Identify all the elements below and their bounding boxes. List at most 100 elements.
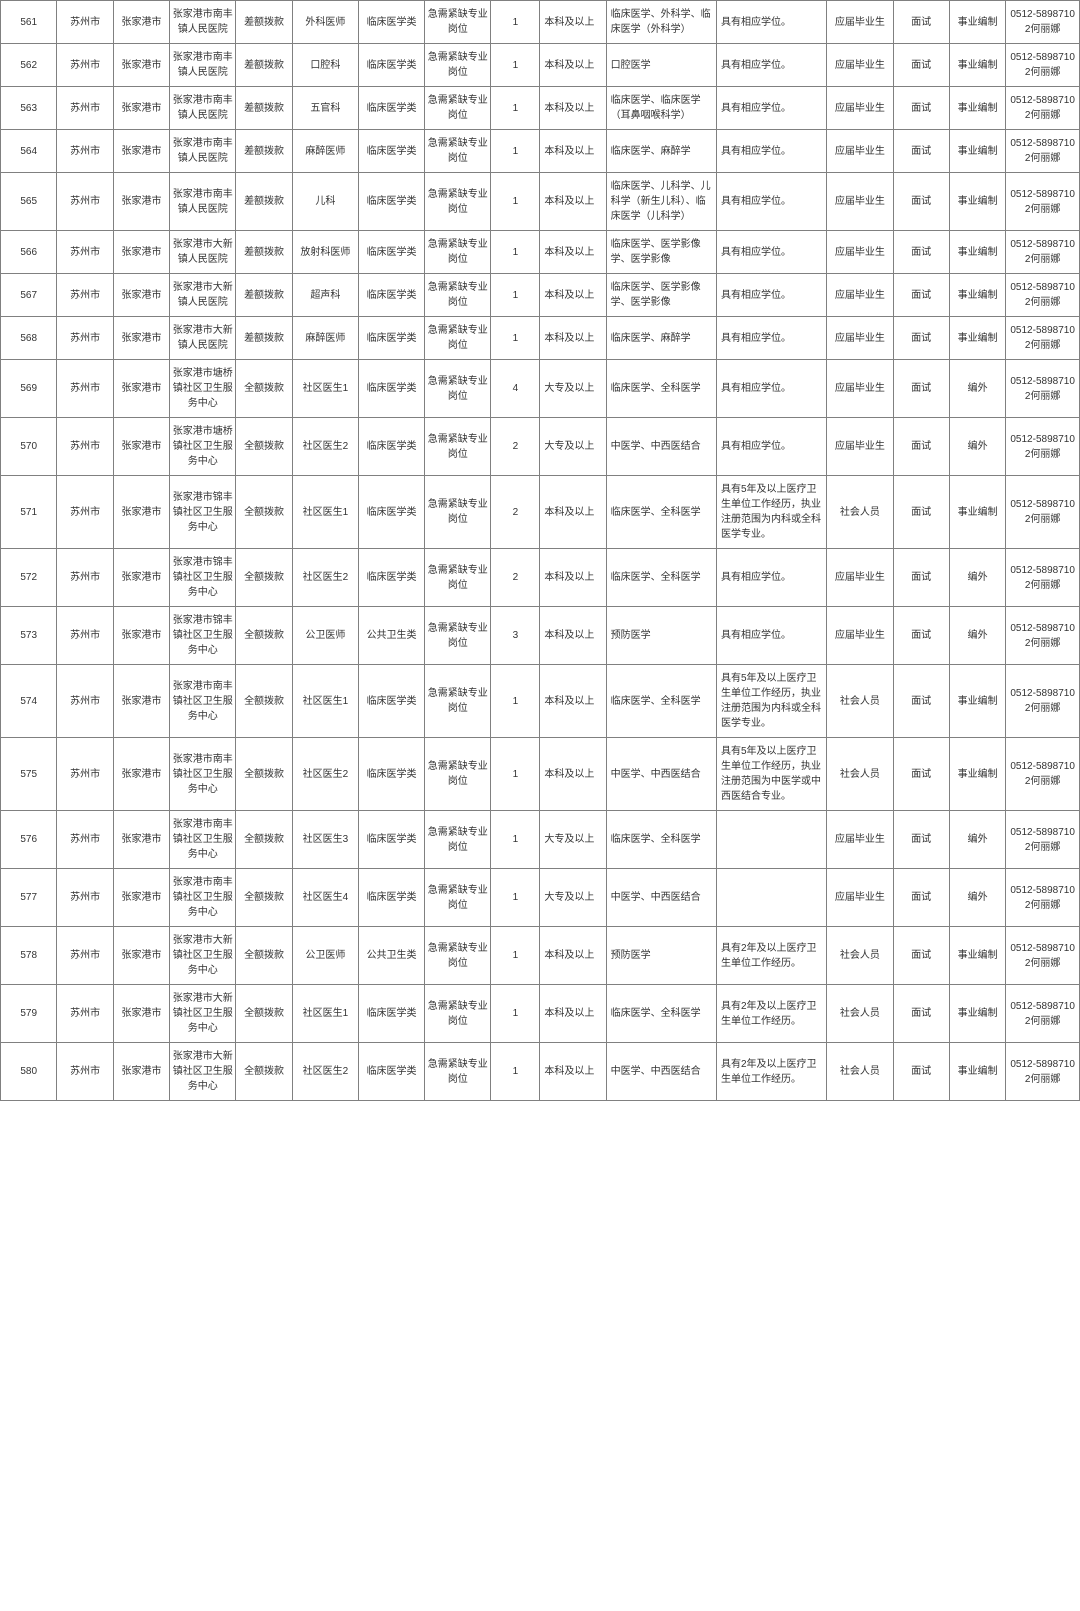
table-cell: 苏州市 <box>57 231 113 274</box>
table-cell: 急需紧缺专业岗位 <box>425 476 491 549</box>
table-cell: 应届毕业生 <box>827 418 893 476</box>
table-cell: 临床医学类 <box>358 869 424 927</box>
table-cell: 编外 <box>949 607 1005 665</box>
table-cell: 苏州市 <box>57 549 113 607</box>
table-cell: 张家港市锦丰镇社区卫生服务中心 <box>170 549 236 607</box>
table-cell <box>716 811 826 869</box>
table-cell: 567 <box>1 274 57 317</box>
table-cell: 0512-58987102何丽娜 <box>1006 173 1080 231</box>
table-row: 578苏州市张家港市张家港市大新镇社区卫生服务中心全额拨款公卫医师公共卫生类急需… <box>1 927 1080 985</box>
table-cell: 应届毕业生 <box>827 607 893 665</box>
table-cell: 566 <box>1 231 57 274</box>
table-cell: 编外 <box>949 360 1005 418</box>
table-cell: 急需紧缺专业岗位 <box>425 927 491 985</box>
table-cell: 社会人员 <box>827 985 893 1043</box>
table-cell: 差额拨款 <box>236 274 292 317</box>
table-cell: 全额拨款 <box>236 418 292 476</box>
table-cell: 编外 <box>949 811 1005 869</box>
table-cell: 急需紧缺专业岗位 <box>425 549 491 607</box>
table-cell: 差额拨款 <box>236 130 292 173</box>
table-cell: 张家港市 <box>113 869 169 927</box>
table-cell: 本科及以上 <box>540 927 606 985</box>
table-cell: 应届毕业生 <box>827 274 893 317</box>
table-cell: 面试 <box>893 44 949 87</box>
table-cell: 事业编制 <box>949 1043 1005 1101</box>
table-cell: 社区医生2 <box>292 1043 358 1101</box>
table-cell: 张家港市大新镇人民医院 <box>170 274 236 317</box>
table-cell: 临床医学类 <box>358 811 424 869</box>
table-cell: 0512-58987102何丽娜 <box>1006 476 1080 549</box>
table-cell: 具有相应学位。 <box>716 1 826 44</box>
table-cell: 苏州市 <box>57 87 113 130</box>
table-row: 573苏州市张家港市张家港市锦丰镇社区卫生服务中心全额拨款公卫医师公共卫生类急需… <box>1 607 1080 665</box>
table-cell: 具有5年及以上医疗卫生单位工作经历，执业注册范围为内科或全科医学专业。 <box>716 476 826 549</box>
table-cell: 放射科医师 <box>292 231 358 274</box>
table-cell: 社区医生2 <box>292 738 358 811</box>
table-row: 568苏州市张家港市张家港市大新镇人民医院差额拨款麻醉医师临床医学类急需紧缺专业… <box>1 317 1080 360</box>
table-cell: 0512-58987102何丽娜 <box>1006 317 1080 360</box>
table-cell: 0512-58987102何丽娜 <box>1006 811 1080 869</box>
table-row: 580苏州市张家港市张家港市大新镇社区卫生服务中心全额拨款社区医生2临床医学类急… <box>1 1043 1080 1101</box>
table-cell: 0512-58987102何丽娜 <box>1006 985 1080 1043</box>
table-cell: 具有2年及以上医疗卫生单位工作经历。 <box>716 985 826 1043</box>
table-cell: 0512-58987102何丽娜 <box>1006 44 1080 87</box>
table-cell: 社区医生1 <box>292 665 358 738</box>
table-cell: 本科及以上 <box>540 173 606 231</box>
table-cell: 临床医学、麻醉学 <box>606 130 716 173</box>
table-cell: 应届毕业生 <box>827 173 893 231</box>
table-cell: 大专及以上 <box>540 811 606 869</box>
table-cell: 超声科 <box>292 274 358 317</box>
table-cell: 全额拨款 <box>236 607 292 665</box>
table-cell: 应届毕业生 <box>827 1 893 44</box>
table-cell: 中医学、中西医结合 <box>606 869 716 927</box>
table-cell: 临床医学、全科医学 <box>606 985 716 1043</box>
table-row: 574苏州市张家港市张家港市南丰镇社区卫生服务中心全额拨款社区医生1临床医学类急… <box>1 665 1080 738</box>
table-cell: 事业编制 <box>949 274 1005 317</box>
table-cell: 面试 <box>893 317 949 360</box>
table-cell: 大专及以上 <box>540 360 606 418</box>
table-cell: 1 <box>491 173 540 231</box>
table-cell: 苏州市 <box>57 317 113 360</box>
table-cell: 张家港市 <box>113 231 169 274</box>
table-cell: 临床医学类 <box>358 476 424 549</box>
table-cell: 本科及以上 <box>540 231 606 274</box>
table-cell: 1 <box>491 231 540 274</box>
table-cell: 面试 <box>893 360 949 418</box>
table-cell: 社区医生1 <box>292 476 358 549</box>
table-cell: 张家港市 <box>113 274 169 317</box>
table-row: 565苏州市张家港市张家港市南丰镇人民医院差额拨款儿科临床医学类急需紧缺专业岗位… <box>1 173 1080 231</box>
table-cell: 事业编制 <box>949 985 1005 1043</box>
table-cell: 0512-58987102何丽娜 <box>1006 231 1080 274</box>
table-cell: 1 <box>491 927 540 985</box>
table-cell: 0512-58987102何丽娜 <box>1006 665 1080 738</box>
table-cell: 临床医学、医学影像学、医学影像 <box>606 231 716 274</box>
table-cell: 应届毕业生 <box>827 87 893 130</box>
table-cell: 临床医学、全科医学 <box>606 360 716 418</box>
table-cell: 0512-58987102何丽娜 <box>1006 87 1080 130</box>
table-cell: 临床医学类 <box>358 985 424 1043</box>
table-cell: 张家港市 <box>113 738 169 811</box>
table-cell: 具有相应学位。 <box>716 360 826 418</box>
table-cell: 577 <box>1 869 57 927</box>
table-cell: 全额拨款 <box>236 738 292 811</box>
table-cell: 1 <box>491 1043 540 1101</box>
table-cell: 1 <box>491 869 540 927</box>
table-cell: 应届毕业生 <box>827 231 893 274</box>
table-cell: 张家港市南丰镇人民医院 <box>170 173 236 231</box>
table-cell: 具有相应学位。 <box>716 317 826 360</box>
table-cell: 应届毕业生 <box>827 130 893 173</box>
table-cell: 社会人员 <box>827 738 893 811</box>
table-cell: 张家港市 <box>113 927 169 985</box>
table-cell: 1 <box>491 87 540 130</box>
table-cell: 全额拨款 <box>236 549 292 607</box>
table-cell: 张家港市南丰镇社区卫生服务中心 <box>170 738 236 811</box>
table-cell: 急需紧缺专业岗位 <box>425 317 491 360</box>
table-cell: 本科及以上 <box>540 476 606 549</box>
table-cell: 1 <box>491 274 540 317</box>
table-cell: 差额拨款 <box>236 231 292 274</box>
table-cell: 事业编制 <box>949 927 1005 985</box>
table-cell: 1 <box>491 738 540 811</box>
table-cell: 本科及以上 <box>540 665 606 738</box>
table-cell: 张家港市南丰镇人民医院 <box>170 1 236 44</box>
table-cell: 面试 <box>893 1043 949 1101</box>
